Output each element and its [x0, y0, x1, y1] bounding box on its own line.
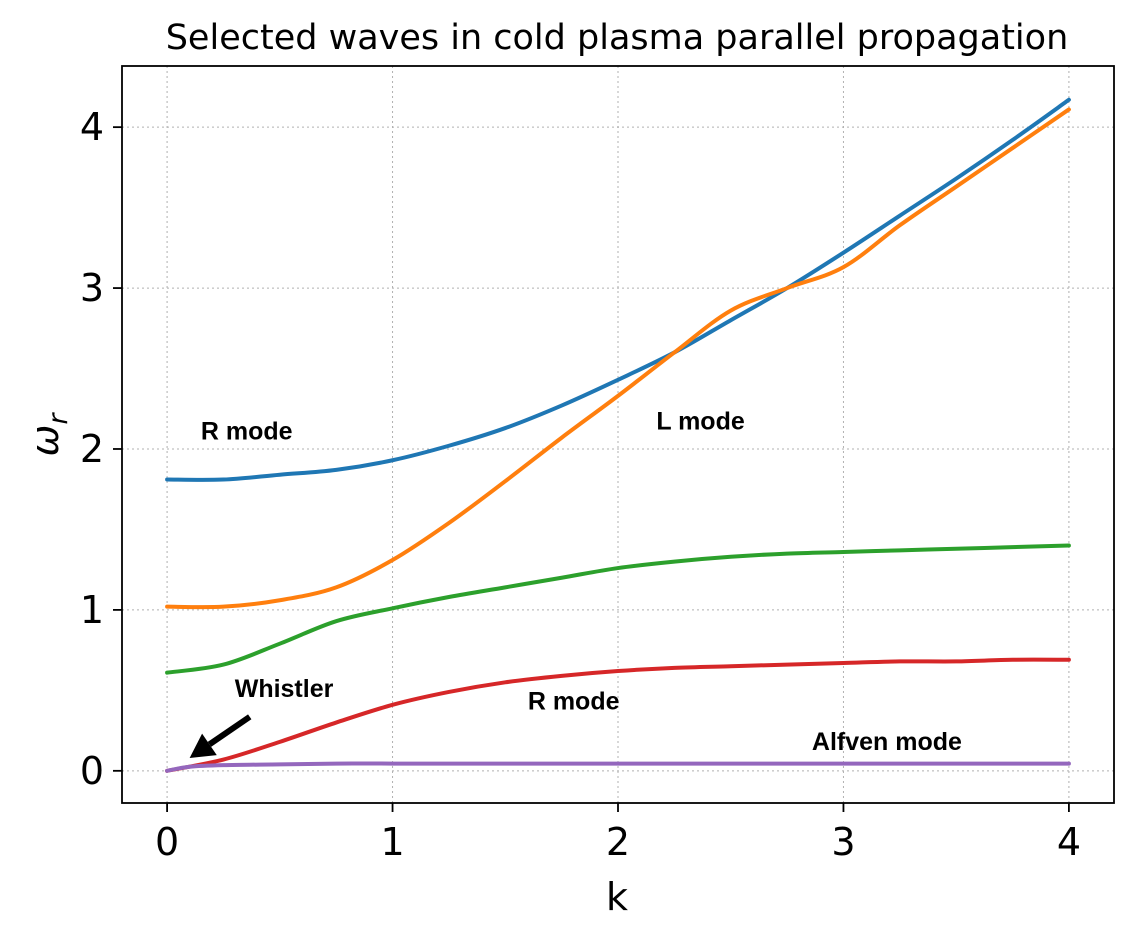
- series-line-4: [165, 657, 1071, 773]
- x-tick-label: 4: [1057, 820, 1081, 864]
- annotation-label: Alfven mode: [812, 728, 962, 756]
- annotation-arrow-shaft: [207, 714, 252, 747]
- y-tick-label: 3: [80, 266, 104, 310]
- x-tick-label: 3: [831, 820, 855, 864]
- series-line-2: [165, 107, 1071, 610]
- series-line-5: [165, 761, 1071, 773]
- y-axis-label: ωr: [23, 412, 74, 457]
- y-tick-label: 0: [80, 749, 104, 793]
- grid: [122, 66, 1114, 803]
- x-axis-label: k: [606, 875, 628, 919]
- annotations: R mode L mode Whistler R mode Alfven mode: [189, 408, 962, 758]
- y-axis-label-symbol: ω: [23, 425, 67, 457]
- annotation-label: R mode: [528, 688, 620, 716]
- series-layer: [165, 97, 1071, 773]
- y-tick-label: 1: [80, 588, 104, 632]
- x-tick-label: 1: [380, 820, 404, 864]
- y-axis-label-subscript: r: [43, 412, 74, 425]
- annotation-label: Whistler: [235, 675, 334, 703]
- series-line-1: [165, 97, 1071, 482]
- series-line-3: [165, 543, 1071, 675]
- annotation-label: L mode: [656, 408, 745, 436]
- annotation-label: R mode: [201, 417, 293, 445]
- x-axis-ticks: 0 1 2 3 4: [155, 803, 1081, 864]
- chart-title: Selected waves in cold plasma parallel p…: [166, 18, 1069, 58]
- y-tick-label: 4: [80, 105, 104, 149]
- x-tick-label: 2: [606, 820, 630, 864]
- annotation-arrow-head: [189, 733, 217, 758]
- y-tick-label: 2: [80, 427, 104, 471]
- x-tick-label: 0: [155, 820, 179, 864]
- y-axis-ticks: 0 1 2 3 4: [80, 105, 122, 793]
